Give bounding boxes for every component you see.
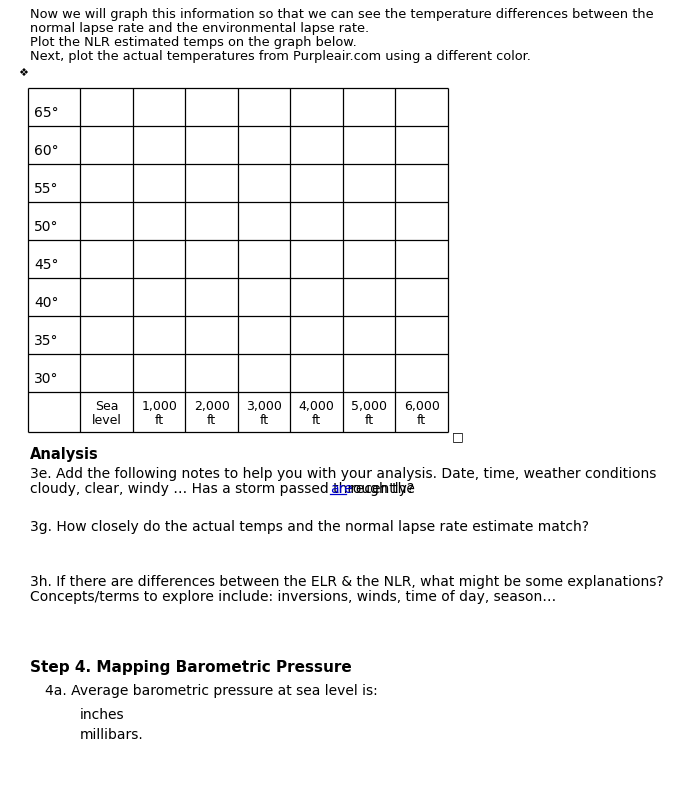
Text: 60°: 60° xyxy=(34,144,59,158)
Text: 65°: 65° xyxy=(34,106,59,120)
Text: ❖: ❖ xyxy=(18,68,28,78)
Text: 3g. How closely do the actual temps and the normal lapse rate estimate match?: 3g. How closely do the actual temps and … xyxy=(30,520,589,534)
Text: 3e. Add the following notes to help you with your analysis. Date, time, weather : 3e. Add the following notes to help you … xyxy=(30,467,656,481)
Text: Step 4. Mapping Barometric Pressure: Step 4. Mapping Barometric Pressure xyxy=(30,660,352,675)
Text: inches: inches xyxy=(80,708,125,722)
Text: cloudy, clear, windy … Has a storm passed through the: cloudy, clear, windy … Has a storm passe… xyxy=(30,482,419,496)
Text: 4,000: 4,000 xyxy=(299,400,335,413)
Text: 2,000: 2,000 xyxy=(194,400,229,413)
Text: □: □ xyxy=(452,430,464,443)
Text: ft: ft xyxy=(260,414,269,427)
Text: millibars.: millibars. xyxy=(80,728,144,742)
Text: are: are xyxy=(329,482,352,496)
Text: 30°: 30° xyxy=(34,372,58,386)
Text: 40°: 40° xyxy=(34,296,58,310)
Text: ft: ft xyxy=(364,414,374,427)
Text: 1,000: 1,000 xyxy=(141,400,177,413)
Text: 4a. Average barometric pressure at sea level is:: 4a. Average barometric pressure at sea l… xyxy=(45,684,377,698)
Text: 45°: 45° xyxy=(34,258,58,272)
Text: ft: ft xyxy=(207,414,216,427)
Text: 55°: 55° xyxy=(34,182,58,196)
Text: 6,000: 6,000 xyxy=(404,400,440,413)
Text: ft: ft xyxy=(312,414,321,427)
Text: Now we will graph this information so that we can see the temperature difference: Now we will graph this information so th… xyxy=(30,8,653,21)
Text: ft: ft xyxy=(155,414,164,427)
Text: ft: ft xyxy=(417,414,426,427)
Text: Plot the NLR estimated temps on the graph below.: Plot the NLR estimated temps on the grap… xyxy=(30,36,357,49)
Text: 3h. If there are differences between the ELR & the NLR, what might be some expla: 3h. If there are differences between the… xyxy=(30,575,664,589)
Text: Sea: Sea xyxy=(95,400,119,413)
Text: 50°: 50° xyxy=(34,220,58,234)
Text: Next, plot the actual temperatures from Purpleair.com using a different color.: Next, plot the actual temperatures from … xyxy=(30,50,531,63)
Text: normal lapse rate and the environmental lapse rate.: normal lapse rate and the environmental … xyxy=(30,22,369,35)
Text: Concepts/terms to explore include: inversions, winds, time of day, season…: Concepts/terms to explore include: inver… xyxy=(30,590,556,604)
Text: recently?: recently? xyxy=(347,482,414,496)
Text: 5,000: 5,000 xyxy=(351,400,387,413)
Text: Analysis: Analysis xyxy=(30,447,99,462)
Text: level: level xyxy=(92,414,122,427)
Text: 35°: 35° xyxy=(34,334,58,348)
Text: 3,000: 3,000 xyxy=(247,400,282,413)
